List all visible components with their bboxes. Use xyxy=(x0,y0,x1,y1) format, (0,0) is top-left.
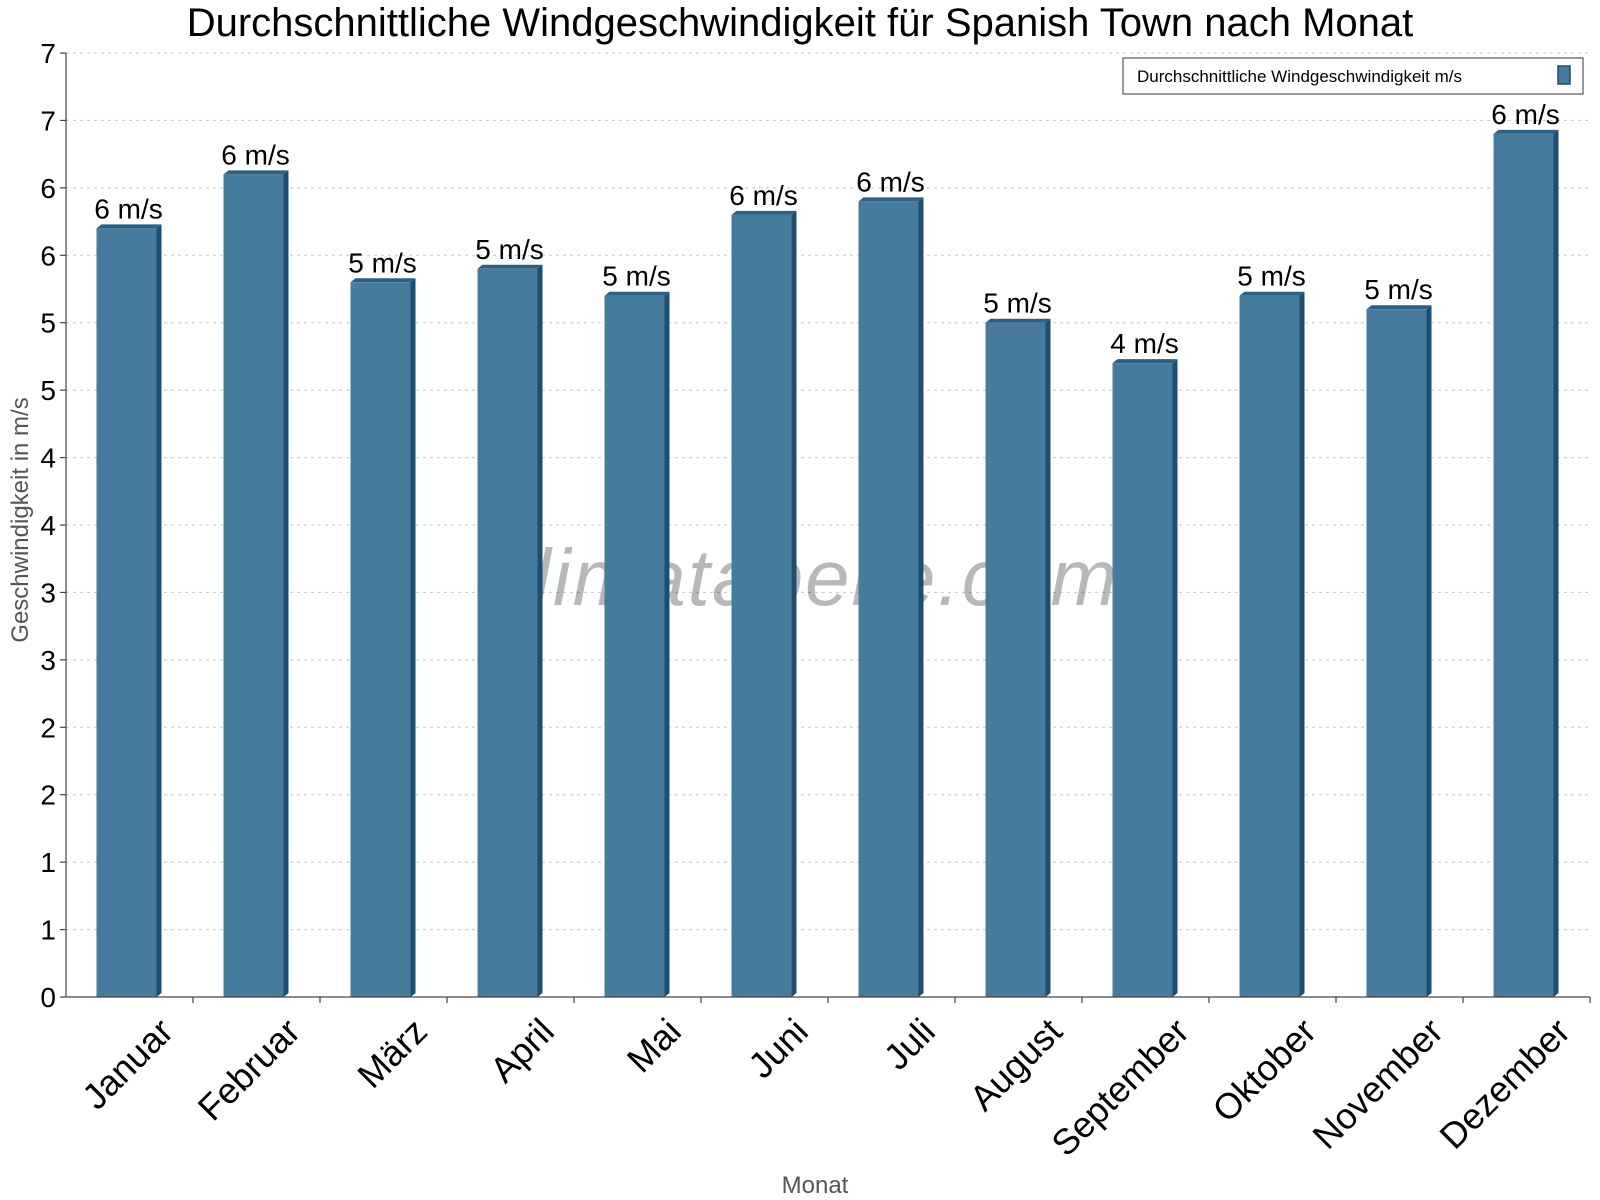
bar xyxy=(350,282,411,997)
data-label: 5 m/s xyxy=(983,288,1051,319)
data-label: 5 m/s xyxy=(348,247,416,278)
bar-top xyxy=(96,224,162,229)
bar xyxy=(604,295,665,997)
gridlines xyxy=(66,52,1590,931)
bar-side xyxy=(283,170,289,997)
bar-top xyxy=(985,318,1051,323)
data-labels: 6 m/s 6 m/s 5 m/s 5 m/s 5 m/s 6 m/s 6 m/s 5 m/s… xyxy=(94,99,1559,359)
bar-side xyxy=(1553,129,1559,997)
data-label: 6 m/s xyxy=(221,139,289,170)
bar-side xyxy=(664,291,670,997)
y-tick-label: 3 xyxy=(40,577,56,608)
bar xyxy=(858,201,919,998)
bar xyxy=(1493,133,1554,997)
x-tick-label: November xyxy=(1304,1010,1450,1156)
y-tick-label: 7 xyxy=(40,38,56,69)
legend: Durchschnittliche Windgeschwindigkeit m/… xyxy=(1122,57,1584,95)
bar-top xyxy=(477,264,543,269)
bar-side xyxy=(1299,291,1305,997)
bar xyxy=(1366,309,1427,997)
x-tick-label: Februar xyxy=(190,1010,308,1128)
data-label: 5 m/s xyxy=(602,261,670,292)
y-tick-label: 7 xyxy=(40,105,56,136)
bar-top xyxy=(1112,359,1178,364)
x-tick-label: Oktober xyxy=(1204,1010,1324,1130)
bar-top xyxy=(731,210,797,215)
bar-side xyxy=(1045,318,1051,997)
y-tick-label: 6 xyxy=(40,173,56,204)
y-tick-label: 2 xyxy=(40,780,56,811)
x-tick-label: September xyxy=(1043,1010,1197,1164)
legend-swatch xyxy=(1557,65,1571,85)
x-tick-label: Juni xyxy=(740,1010,816,1086)
x-tick-label: April xyxy=(482,1010,562,1090)
y-tick-label: 6 xyxy=(40,240,56,271)
x-tick-label: März xyxy=(349,1010,435,1096)
bar-top xyxy=(1493,129,1559,134)
x-tick-label: Dezember xyxy=(1431,1010,1577,1156)
bar xyxy=(985,322,1046,997)
y-axis-title: Geschwindigkeit in m/s xyxy=(7,397,34,642)
y-tick-label: 0 xyxy=(40,982,56,1013)
data-label: 4 m/s xyxy=(1110,328,1178,359)
y-tick-label: 2 xyxy=(40,712,56,743)
y-tick-label: 3 xyxy=(40,645,56,676)
legend-box xyxy=(1122,57,1584,95)
bar-side xyxy=(537,264,543,997)
x-tick-label: Juli xyxy=(876,1010,943,1077)
bar-side xyxy=(918,197,924,998)
bar-top xyxy=(350,278,416,283)
bar xyxy=(731,214,792,998)
bar-side xyxy=(1172,359,1178,998)
x-axis-ticks: Januar Februar März April Mai Juni Juli AugustS… xyxy=(74,997,1591,1164)
bar-top xyxy=(223,170,289,175)
bar-top xyxy=(858,197,924,202)
bar-side xyxy=(156,224,162,998)
data-label: 5 m/s xyxy=(475,234,543,265)
x-tick-label: August xyxy=(962,1010,1070,1118)
bar xyxy=(1112,363,1173,998)
bar xyxy=(1239,295,1300,997)
y-tick-label: 1 xyxy=(40,915,56,946)
chart-title: Durchschnittliche Windgeschwindigkeit fü… xyxy=(187,1,1414,45)
bar xyxy=(477,268,538,997)
bars xyxy=(96,129,1559,998)
bar-side xyxy=(1426,305,1432,997)
data-label: 6 m/s xyxy=(856,166,924,197)
legend-label: Durchschnittliche Windgeschwindigkeit m/… xyxy=(1137,67,1462,86)
data-label: 5 m/s xyxy=(1364,274,1432,305)
x-axis-title: Monat xyxy=(782,1172,849,1199)
data-label: 6 m/s xyxy=(729,180,797,211)
x-tick-label: Januar xyxy=(74,1010,181,1117)
data-label: 6 m/s xyxy=(94,193,162,224)
y-tick-label: 5 xyxy=(40,308,56,339)
bar-top xyxy=(604,291,670,296)
bar-side xyxy=(791,210,797,998)
bar-top xyxy=(1239,291,1305,296)
data-label: 5 m/s xyxy=(1237,261,1305,292)
y-tick-label: 4 xyxy=(40,510,56,541)
bar xyxy=(96,228,157,998)
y-tick-label: 5 xyxy=(40,375,56,406)
y-axis-ticks: 0 1 1 2 2 3 3 4 4 5 5 6 6 7 7 xyxy=(40,38,66,1013)
bar-top xyxy=(1366,305,1432,310)
y-tick-label: 4 xyxy=(40,443,56,474)
bar xyxy=(223,174,284,997)
x-tick-label: Mai xyxy=(619,1010,689,1080)
data-label: 6 m/s xyxy=(1491,99,1559,130)
bar-side xyxy=(410,278,416,997)
y-tick-label: 1 xyxy=(40,847,56,878)
